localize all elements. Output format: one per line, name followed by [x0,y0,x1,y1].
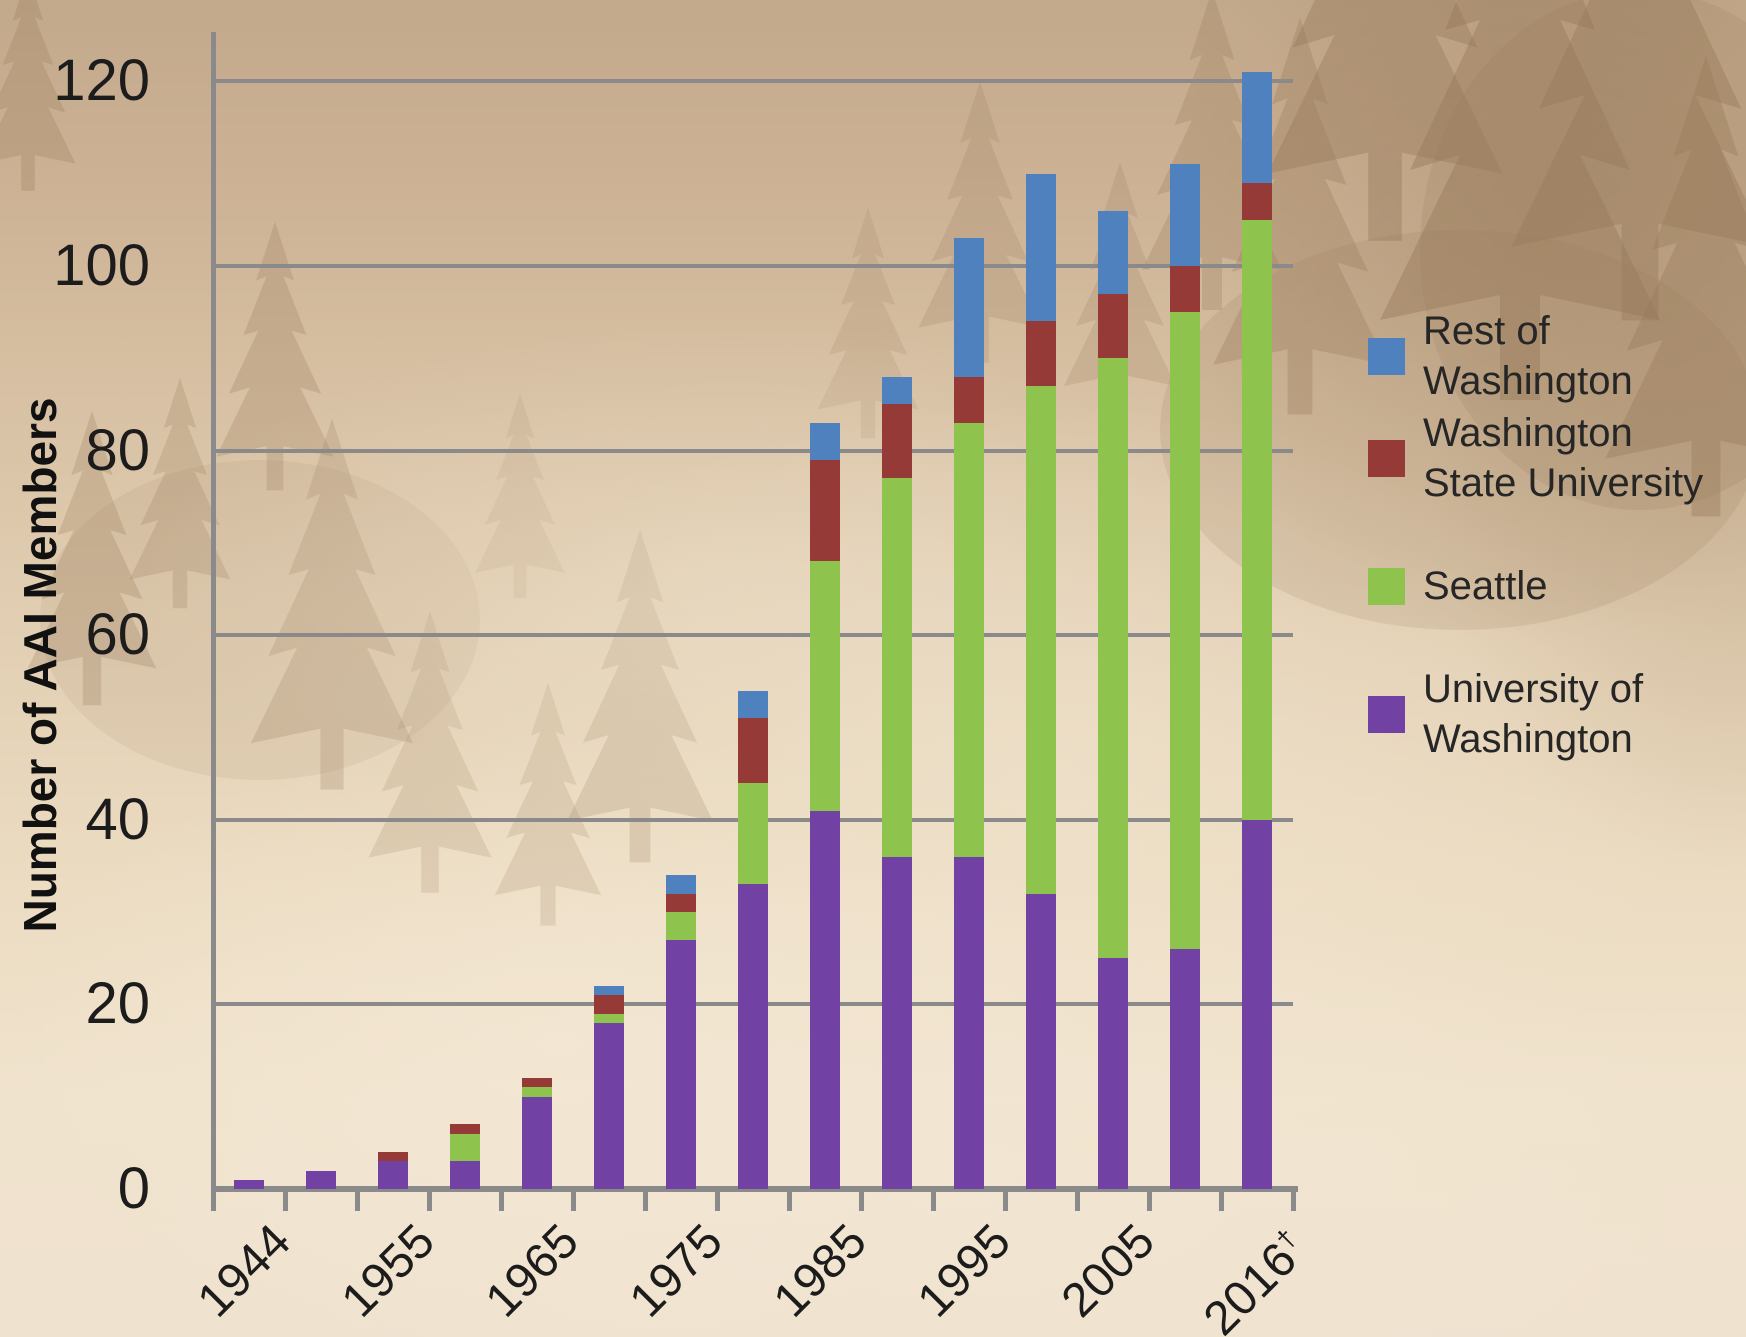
legend: Rest of Washington Washington State Unive… [1368,0,1740,1337]
bar-1970-university-of-washington [594,1022,624,1189]
x-axis-tick [355,1191,360,1211]
bar-1955-washington-state-university [378,1152,408,1162]
bar-1950-university-of-washington [306,1170,336,1189]
bar-2005-washington-state-university [1098,293,1128,359]
bar-1944-university-of-washington [234,1179,264,1189]
bar-1970-seattle [594,1013,624,1023]
bar-1975-seattle [666,912,696,940]
y-axis-title: Number of AAI Members [14,397,66,933]
x-axis-tick [427,1191,432,1211]
bar-2010-washington-state-university [1170,266,1200,313]
y-tick-label: 20 [85,971,150,1037]
bar-2000-washington-state-university [1026,321,1056,386]
bar-1995-rest-of-washington [954,238,984,377]
bar-2005-university-of-washington [1098,958,1128,1189]
bar-1980-rest-of-washington [738,690,768,719]
bar-2016-washington-state-university [1242,182,1272,220]
x-axis-tick [1147,1191,1152,1211]
gridline-y-120 [213,79,1293,84]
y-tick-label: 40 [85,786,150,852]
bar-1960-university-of-washington [450,1161,480,1189]
bar-1990-seattle [882,478,912,857]
x-axis-tick [1003,1191,1008,1211]
bar-2010-rest-of-washington [1170,164,1200,266]
bar-2016-rest-of-washington [1242,72,1272,183]
bar-1985-university-of-washington [810,810,840,1189]
x-axis-tick [931,1191,936,1211]
x-axis-tick [571,1191,576,1211]
x-axis-tick [859,1191,864,1211]
legend-label: Rest of Washington [1423,309,1633,403]
bar-1980-washington-state-university [738,718,768,783]
legend-item-washington-state-university: Washington State University [1368,408,1735,508]
bar-2005-rest-of-washington [1098,210,1128,294]
bar-1970-rest-of-washington [594,985,624,996]
bar-1975-university-of-washington [666,939,696,1189]
bar-1985-seattle [810,561,840,811]
bar-2000-seattle [1026,385,1056,894]
bar-2010-university-of-washington [1170,949,1200,1189]
legend-swatch [1368,439,1405,477]
gridline-y-80 [213,448,1293,453]
y-tick-label: 80 [85,417,150,483]
x-axis-tick [787,1191,792,1211]
bar-1990-washington-state-university [882,404,912,479]
x-axis-tick [211,1191,216,1211]
legend-item-university-of-washington: University of Washington [1368,664,1735,764]
bar-2016-seattle [1242,219,1272,820]
x-axis-tick [643,1191,648,1211]
bar-2000-rest-of-washington [1026,173,1056,322]
bar-1995-seattle [954,422,984,857]
legend-item-seattle: Seattle [1368,561,1735,611]
bar-2000-university-of-washington [1026,893,1056,1189]
legend-item-rest-of-washington: Rest of Washington [1368,306,1735,406]
bar-1980-university-of-washington [738,884,768,1189]
y-tick-label: 0 [117,1156,150,1221]
bar-1985-washington-state-university [810,459,840,562]
bar-1980-seattle [738,782,768,885]
y-tick-label: 100 [53,233,150,298]
bar-1995-washington-state-university [954,376,984,423]
bar-1975-rest-of-washington [666,875,696,894]
bar-1990-rest-of-washington [882,376,912,405]
x-axis-tick [283,1191,288,1211]
x-axis-tick [1291,1191,1296,1211]
bar-2010-seattle [1170,312,1200,949]
bar-1970-washington-state-university [594,995,624,1014]
y-tick-label: 120 [53,48,150,114]
legend-label: University of Washington [1423,667,1644,761]
bar-1965-washington-state-university [522,1078,552,1088]
x-axis-tick [499,1191,504,1211]
legend-swatch [1368,337,1405,375]
bar-1965-seattle [522,1087,552,1097]
y-axis-line [211,32,216,1194]
bar-1995-university-of-washington [954,856,984,1189]
legend-swatch [1368,567,1405,605]
legend-label: Washington State University [1423,411,1704,505]
bar-1985-rest-of-washington [810,422,840,460]
bar-1990-university-of-washington [882,856,912,1189]
gridline-y-100 [213,264,1293,268]
x-axis-tick [1075,1191,1080,1211]
bar-1965-university-of-washington [522,1096,552,1189]
bar-2005-seattle [1098,358,1128,959]
bar-2016-university-of-washington [1242,819,1272,1189]
x-axis-tick [715,1191,720,1211]
bar-1955-university-of-washington [378,1161,408,1189]
y-tick-label: 60 [85,602,150,668]
legend-label: Seattle [1423,564,1548,608]
gridline-y-60 [213,633,1293,638]
legend-swatch [1368,695,1405,733]
bar-1960-washington-state-university [450,1124,480,1134]
x-axis-line [211,1186,1298,1192]
bar-1975-washington-state-university [666,893,696,913]
bar-1960-seattle [450,1133,480,1162]
x-axis-tick [1219,1191,1224,1211]
